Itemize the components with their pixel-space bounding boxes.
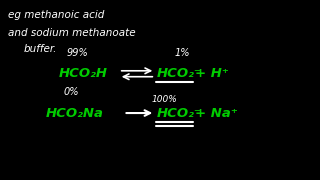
Text: buffer.: buffer. [24,44,57,54]
Text: 100%: 100% [151,95,177,104]
Text: eg methanoic acid: eg methanoic acid [8,10,104,20]
Text: + H⁺: + H⁺ [195,67,229,80]
Text: 99%: 99% [67,48,88,57]
Text: and sodium methanoate: and sodium methanoate [8,28,135,38]
Text: + Na⁺: + Na⁺ [195,107,238,120]
Text: HCO₂Na: HCO₂Na [46,107,104,120]
Text: 1%: 1% [174,48,190,57]
Text: HCO₂⁻: HCO₂⁻ [157,67,202,80]
Text: 0%: 0% [63,87,79,97]
Text: HCO₂H: HCO₂H [59,67,108,80]
Text: HCO₂⁻: HCO₂⁻ [157,107,202,120]
